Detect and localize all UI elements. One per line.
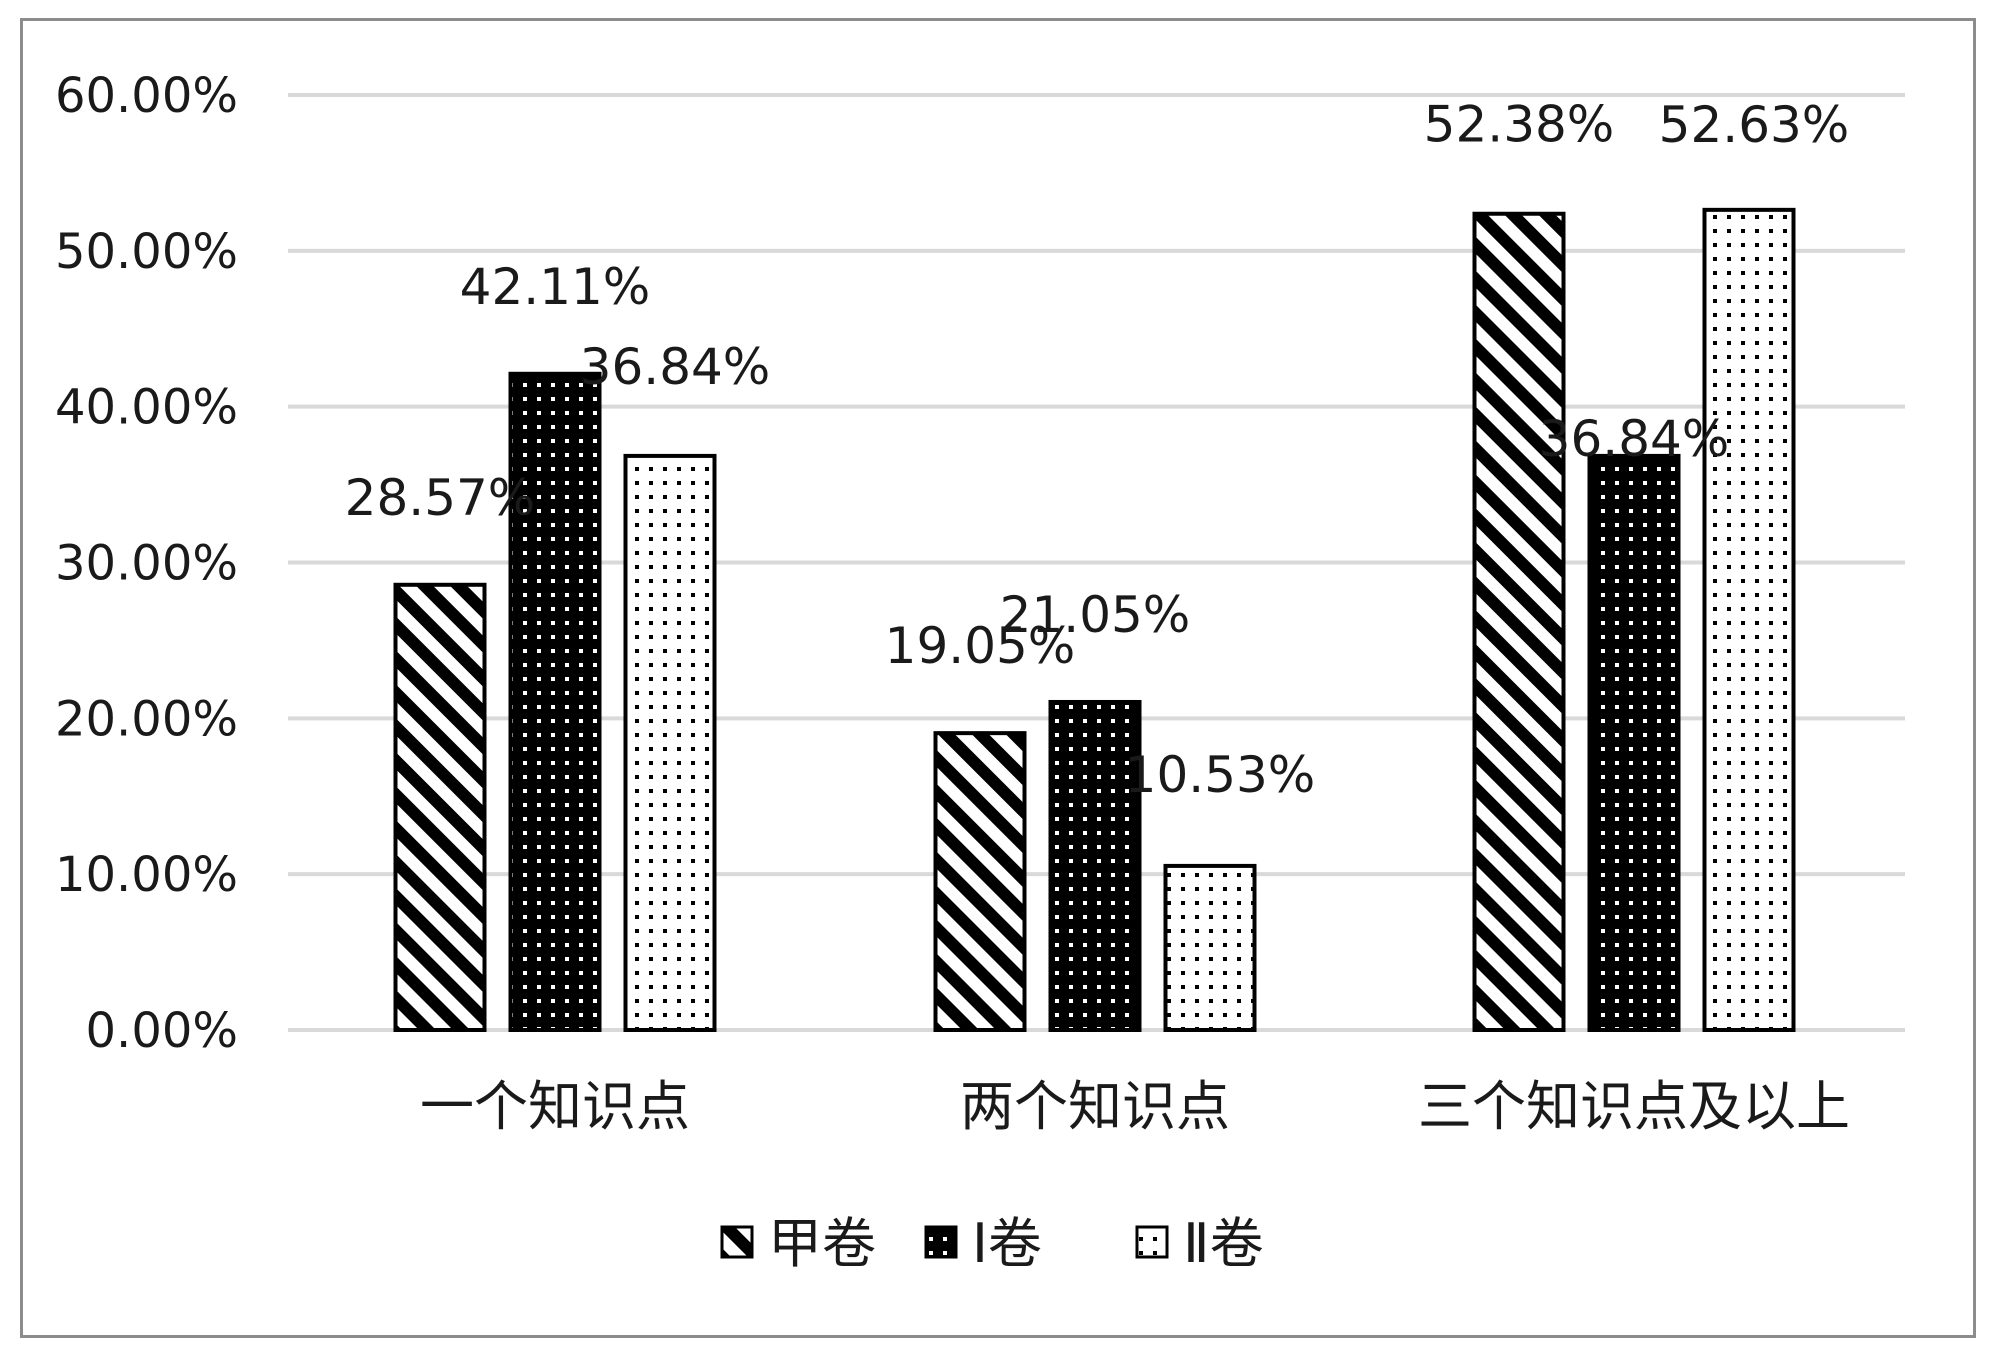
data-label-jia-juan-3: 52.38%	[1424, 96, 1615, 154]
bar-jia-juan-1	[396, 585, 485, 1030]
y-tick-label: 20.00%	[55, 691, 238, 747]
data-label-jia-juan-1: 28.57%	[345, 469, 536, 527]
bar-juan-2-3	[1705, 210, 1794, 1030]
y-tick-label: 40.00%	[55, 380, 238, 436]
bar-juan-2-1	[626, 456, 715, 1030]
legend-item-juan-2: Ⅱ卷	[1137, 1212, 1264, 1275]
legend-label-jia-juan: 甲卷	[768, 1212, 876, 1275]
bar-jia-juan-3	[1475, 214, 1564, 1030]
category-label-2: 两个知识点	[960, 1075, 1230, 1138]
legend: 甲卷 Ⅰ卷 Ⅱ卷	[722, 1212, 1264, 1275]
data-label-juan-2-1: 36.84%	[580, 338, 771, 396]
bar-juan-2-2	[1166, 866, 1255, 1030]
data-label-juan-2-3: 52.63%	[1659, 96, 1850, 154]
category-label-3: 三个知识点及以上	[1418, 1075, 1850, 1138]
legend-label-juan-1: Ⅰ卷	[972, 1212, 1042, 1275]
y-tick-label: 10.00%	[55, 847, 238, 903]
legend-item-jia-juan: 甲卷	[722, 1212, 876, 1275]
data-label-juan-2-2: 10.53%	[1125, 746, 1316, 804]
y-tick-label: 60.00%	[55, 68, 238, 124]
legend-item-juan-1: Ⅰ卷	[926, 1212, 1042, 1275]
category-label-1: 一个知识点	[420, 1075, 690, 1138]
bar-jia-juan-2	[936, 733, 1025, 1030]
y-tick-label: 0.00%	[86, 1003, 238, 1059]
y-axis-ticks: 0.00% 10.00% 20.00% 30.00% 40.00% 50.00% 60.00…	[55, 68, 238, 1059]
bar-juan-1-3	[1590, 456, 1679, 1030]
data-label-juan-1-3: 36.84%	[1539, 410, 1730, 468]
legend-swatch-juan-1	[926, 1227, 956, 1257]
data-label-juan-1-2: 21.05%	[1000, 586, 1191, 644]
legend-label-juan-2: Ⅱ卷	[1183, 1212, 1264, 1275]
y-tick-label: 30.00%	[55, 536, 238, 592]
legend-swatch-juan-2	[1137, 1227, 1167, 1257]
y-tick-label: 50.00%	[55, 224, 238, 280]
legend-swatch-jia-juan	[722, 1227, 752, 1257]
x-axis-categories: 一个知识点 两个知识点 三个知识点及以上	[420, 1075, 1850, 1138]
data-label-juan-1-1: 42.11%	[460, 258, 651, 316]
